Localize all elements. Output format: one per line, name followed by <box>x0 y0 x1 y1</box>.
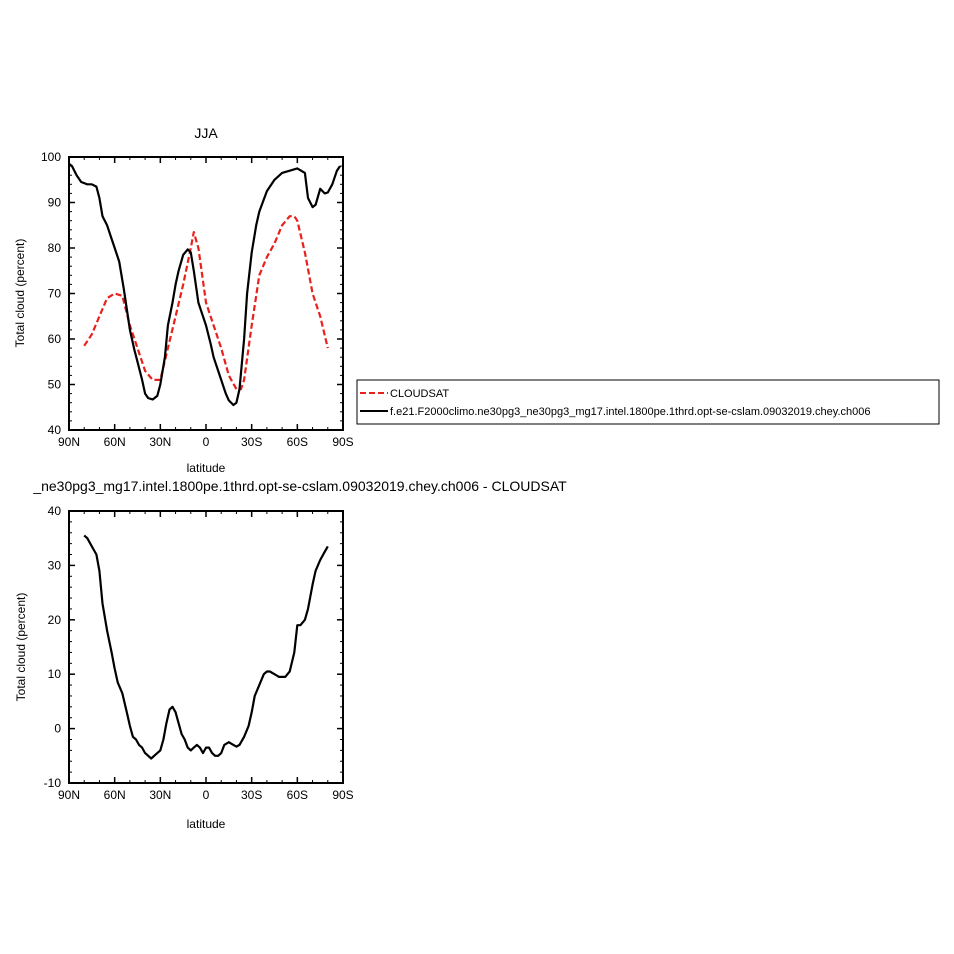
bottom-chart-title: _ne30pg3_mg17.intel.1800pe.1thrd.opt-se-… <box>32 478 567 494</box>
bottom-panel: _ne30pg3_mg17.intel.1800pe.1thrd.opt-se-… <box>14 478 567 831</box>
series-line-difference <box>83 534 329 760</box>
y-tick-label: 0 <box>54 722 61 736</box>
x-tick-label: 90S <box>332 435 353 449</box>
y-tick-label: 20 <box>48 613 62 627</box>
bottom-y-axis-label: Total cloud (percent) <box>14 593 28 702</box>
x-tick-label: 0 <box>203 435 210 449</box>
y-tick-label: 40 <box>48 504 62 518</box>
bottom-chart-marks: 90N 60N 30N 0 30S 60S 90S -10 0 10 20 30 40 <box>44 504 354 802</box>
x-tick-label: 60S <box>287 435 308 449</box>
top-panel: JJA 90N 60N 30N 0 30S 60S 90S 40 50 60 70 80 90 100 l… <box>13 125 940 475</box>
y-tick-label: -10 <box>44 776 62 790</box>
x-tick-label: 90S <box>332 788 353 802</box>
series-line-model <box>68 162 341 407</box>
legend-label-model: f.e21.F2000climo.ne30pg3_ne30pg3_mg17.in… <box>390 406 870 418</box>
y-tick-label: 50 <box>48 378 62 392</box>
x-tick-label: 90N <box>58 788 80 802</box>
y-tick-label: 100 <box>41 150 61 164</box>
x-tick-label: 60S <box>287 788 308 802</box>
y-tick-label: 40 <box>48 423 62 437</box>
y-tick-label: 30 <box>48 558 62 572</box>
top-legend: CLOUDSAT f.e21.F2000climo.ne30pg3_ne30pg… <box>356 379 940 425</box>
x-tick-label: 30S <box>241 435 262 449</box>
y-tick-label: 60 <box>48 332 62 346</box>
y-tick-label: 10 <box>48 667 62 681</box>
top-chart-marks: 90N 60N 30N 0 30S 60S 90S 40 50 60 70 80 90 100 <box>41 150 354 449</box>
top-plot-frame <box>68 156 344 431</box>
top-chart-title: JJA <box>194 125 218 141</box>
series-line-cloudsat <box>83 215 329 391</box>
legend-label-cloudsat: CLOUDSAT <box>390 388 449 400</box>
top-x-axis-label: latitude <box>187 461 226 475</box>
y-tick-label: 90 <box>48 196 62 210</box>
x-tick-label: 30N <box>149 788 171 802</box>
x-tick-label: 60N <box>104 435 126 449</box>
x-tick-label: 30N <box>149 435 171 449</box>
x-tick-label: 90N <box>58 435 80 449</box>
y-tick-label: 80 <box>48 241 62 255</box>
y-tick-label: 70 <box>48 287 62 301</box>
x-tick-label: 0 <box>203 788 210 802</box>
top-y-axis-label: Total cloud (percent) <box>13 239 27 348</box>
x-tick-label: 60N <box>104 788 126 802</box>
bottom-x-axis-label: latitude <box>187 817 226 831</box>
legend-box <box>356 379 940 425</box>
x-tick-label: 30S <box>241 788 262 802</box>
